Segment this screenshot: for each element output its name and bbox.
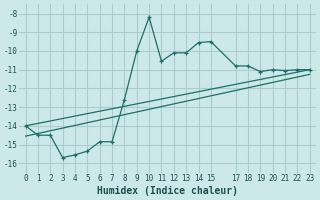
X-axis label: Humidex (Indice chaleur): Humidex (Indice chaleur) [97, 186, 238, 196]
